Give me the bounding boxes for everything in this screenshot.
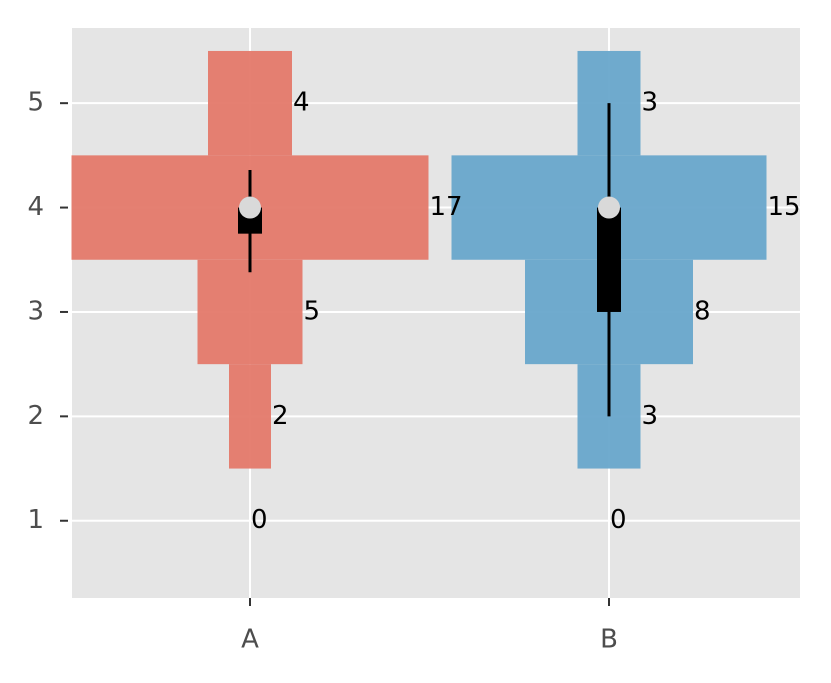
count-label: 3 (642, 88, 659, 118)
count-label: 2 (272, 401, 289, 431)
labels: 1 2 3 4 5 A B 0 2 5 17 4 0 3 8 15 3 (27, 88, 800, 655)
y-tick-label: 1 (27, 505, 44, 535)
count-label: 8 (694, 296, 711, 326)
marks (71, 50, 767, 469)
count-label: 0 (610, 505, 627, 535)
count-bar (208, 50, 292, 156)
count-bar (229, 364, 271, 469)
count-label: 17 (430, 192, 463, 222)
x-tick-label: B (600, 625, 618, 655)
count-label: 15 (768, 192, 801, 222)
median-point (598, 196, 620, 219)
median-point (239, 196, 261, 219)
count-label: 3 (642, 401, 659, 431)
count-label: 4 (293, 88, 310, 118)
box (597, 207, 621, 312)
y-tick-label: 4 (27, 192, 44, 222)
y-tick-label: 3 (27, 296, 44, 326)
x-tick-label: A (241, 625, 259, 655)
count-label: 5 (304, 296, 321, 326)
count-bar (197, 259, 303, 365)
y-tick-label: 2 (27, 401, 44, 431)
y-tick-label: 5 (27, 88, 44, 118)
count-label: 0 (251, 505, 268, 535)
